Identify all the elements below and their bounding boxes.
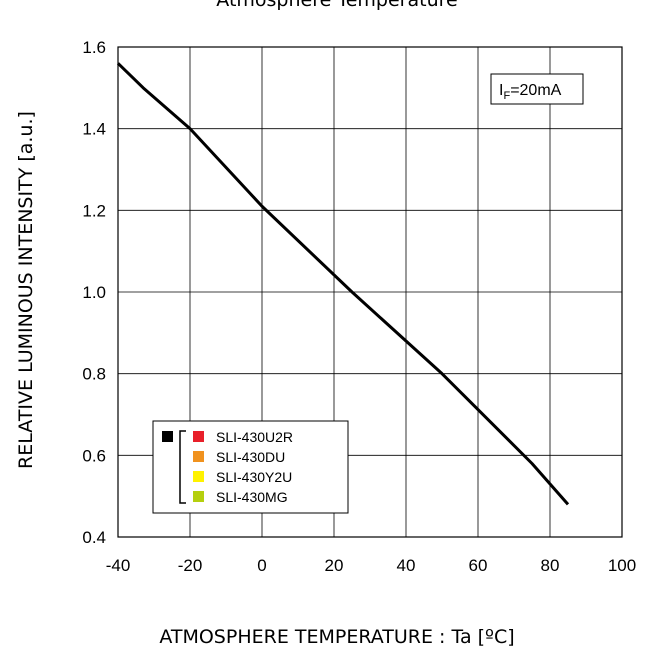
y-tick-labels: 0.4 0.6 0.8 1.0 1.2 1.4 1.6 <box>82 38 106 547</box>
x-tick-label: 40 <box>397 556 416 575</box>
y-tick-label: 0.4 <box>82 528 106 547</box>
y-tick-label: 1.6 <box>82 38 106 57</box>
y-axis-title: RELATIVE LUMINOUS INTENSITY [a.u.] <box>15 111 37 469</box>
y-tick-label: 1.2 <box>82 201 106 220</box>
x-tick-label: 100 <box>608 556 636 575</box>
x-tick-label: 80 <box>541 556 560 575</box>
y-tick-label: 1.4 <box>82 120 106 139</box>
x-tick-label: -20 <box>178 556 203 575</box>
x-tick-labels: -40 -20 0 20 40 60 80 100 <box>106 556 636 575</box>
x-axis-title: ATMOSPHERE TEMPERATURE : Ta [ºC] <box>159 626 514 648</box>
legend-swatch <box>193 471 204 482</box>
y-tick-label: 0.8 <box>82 365 106 384</box>
chart-title: Atmosphere Temperature <box>216 0 457 11</box>
y-tick-label: 0.6 <box>82 446 106 465</box>
x-tick-label: -40 <box>106 556 131 575</box>
x-tick-label: 0 <box>257 556 266 575</box>
legend: SLI-430U2R SLI-430DU SLI-430Y2U SLI-430MG <box>153 421 348 513</box>
legend-swatch <box>193 431 204 442</box>
legend-swatch <box>193 491 204 502</box>
legend-label: SLI-430MG <box>216 489 288 505</box>
y-tick-label: 1.0 <box>82 283 106 302</box>
legend-marker-black <box>162 431 173 442</box>
legend-label: SLI-430Y2U <box>216 469 292 485</box>
x-tick-label: 20 <box>325 556 344 575</box>
legend-label: SLI-430U2R <box>216 429 293 445</box>
legend-label: SLI-430DU <box>216 449 285 465</box>
condition-box: IF=20mA <box>491 74 583 104</box>
legend-swatch <box>193 451 204 462</box>
x-tick-label: 60 <box>469 556 488 575</box>
condition-suffix: =20mA <box>510 82 561 99</box>
